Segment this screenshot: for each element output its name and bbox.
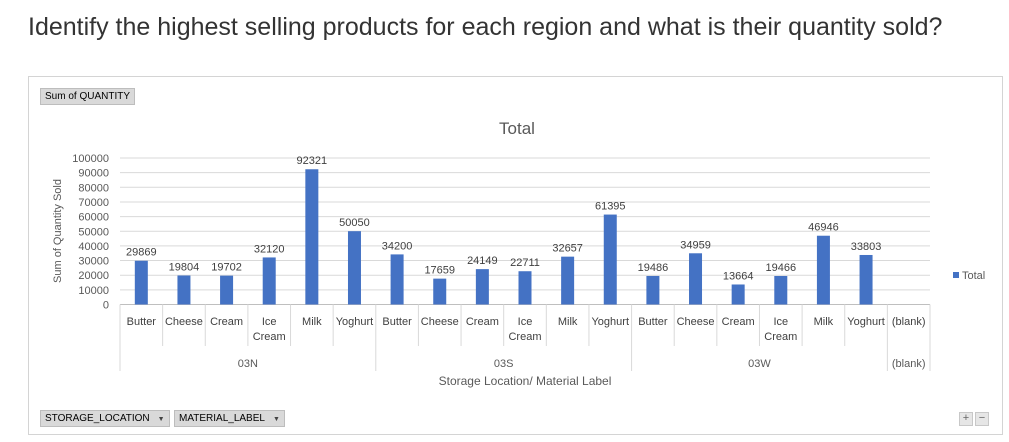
y-tick-label: 0 — [103, 300, 109, 312]
chart-title: Total — [499, 119, 535, 138]
storage-location-label: STORAGE_LOCATION — [45, 413, 150, 424]
bar-03S-cream — [475, 269, 489, 305]
data-label: 24149 — [467, 255, 498, 267]
bar-03N-ice-cream — [262, 257, 276, 305]
data-label: 19702 — [211, 262, 242, 274]
bar-03W-butter — [646, 275, 660, 305]
data-label: 19804 — [169, 261, 200, 273]
bar-03S-cheese — [433, 278, 447, 305]
data-label: 34200 — [382, 240, 413, 252]
x-tick-label: Cream — [764, 331, 797, 343]
bar-03W-yoghurt — [859, 254, 873, 305]
x-tick-label: Butter — [127, 316, 157, 328]
data-label: 32657 — [552, 243, 583, 255]
x-tick-label: (blank) — [892, 316, 926, 328]
x-tick-label: Cheese — [165, 316, 203, 328]
bar-03W-ice-cream — [774, 275, 788, 305]
data-label: 29869 — [126, 247, 157, 259]
pivot-chart-frame: Sum of QUANTITY STORAGE_LOCATION ▼ MATERI… — [28, 76, 1003, 435]
material-label-label: MATERIAL_LABEL — [179, 413, 265, 424]
data-label: 32120 — [254, 243, 285, 255]
bar-03W-milk — [816, 235, 830, 305]
x-tick-label: Yoghurt — [847, 316, 885, 328]
legend-entry-total: Total — [962, 270, 985, 282]
dropdown-arrow-icon[interactable]: ▼ — [272, 416, 280, 423]
dropdown-arrow-icon[interactable]: ▼ — [157, 416, 165, 423]
material-label-field-button[interactable]: MATERIAL_LABEL ▼ — [174, 410, 285, 427]
x-tick-label: Cheese — [421, 316, 459, 328]
data-label: 22711 — [510, 257, 540, 269]
bar-03S-butter — [390, 254, 404, 305]
x-tick-label: Milk — [814, 316, 834, 328]
x-tick-label: Butter — [382, 316, 412, 328]
x-tick-label: Yoghurt — [336, 316, 374, 328]
bar-03N-cheese — [177, 275, 191, 305]
data-label: 34959 — [680, 239, 711, 251]
x-tick-label: Cream — [210, 316, 243, 328]
data-label: 17659 — [424, 265, 455, 277]
y-tick-label: 10000 — [78, 285, 109, 297]
x-tick-label: Yoghurt — [591, 316, 629, 328]
y-tick-label: 60000 — [78, 212, 109, 224]
data-label: 19486 — [638, 262, 669, 274]
data-label: 13664 — [723, 270, 754, 282]
y-tick-label: 80000 — [78, 182, 109, 194]
x-tick-label: Cream — [466, 316, 499, 328]
group-label-03S: 03S — [494, 358, 514, 370]
x-tick-label: Ice — [262, 316, 277, 328]
data-label: 50050 — [339, 217, 370, 229]
legend-swatch — [953, 272, 959, 278]
value-field-button[interactable]: Sum of QUANTITY — [40, 88, 136, 105]
x-tick-label: Milk — [302, 316, 322, 328]
x-tick-label: Cream — [722, 316, 755, 328]
group-label-03N: 03N — [238, 358, 258, 370]
bar-03S-milk — [561, 256, 575, 305]
data-label: 19466 — [765, 262, 796, 274]
bar-03N-butter — [134, 260, 148, 305]
data-label: 46946 — [808, 222, 839, 234]
y-tick-label: 90000 — [78, 168, 109, 180]
x-tick-label: Milk — [558, 316, 578, 328]
data-label: 92321 — [297, 155, 328, 167]
bar-03W-cheese — [689, 253, 703, 305]
x-tick-label: Cheese — [677, 316, 715, 328]
y-tick-label: 50000 — [78, 226, 109, 238]
bar-03S-ice-cream — [518, 271, 532, 305]
zoom-out-button[interactable]: − — [975, 412, 989, 426]
zoom-in-button[interactable]: + — [959, 412, 973, 426]
group-label-(blank): (blank) — [892, 358, 926, 370]
x-tick-label: Ice — [773, 316, 788, 328]
data-label: 33803 — [851, 241, 882, 253]
y-tick-label: 100000 — [72, 153, 109, 165]
y-tick-label: 40000 — [78, 241, 109, 253]
group-label-03W: 03W — [748, 358, 771, 370]
x-tick-label: Butter — [638, 316, 668, 328]
data-label: 61395 — [595, 201, 626, 213]
bar-03W-cream — [731, 284, 745, 305]
storage-location-field-button[interactable]: STORAGE_LOCATION ▼ — [40, 410, 170, 427]
x-axis-label: Storage Location/ Material Label — [439, 374, 612, 388]
x-tick-label: Ice — [518, 316, 533, 328]
y-tick-label: 20000 — [78, 270, 109, 282]
bar-03N-yoghurt — [347, 231, 361, 305]
bar-03S-yoghurt — [603, 214, 617, 305]
x-tick-label: Cream — [253, 331, 286, 343]
bar-03N-cream — [220, 275, 234, 305]
y-tick-label: 70000 — [78, 197, 109, 209]
question-heading: Identify the highest selling products fo… — [28, 13, 943, 41]
y-axis-label: Sum of Quantity Sold — [52, 179, 64, 283]
x-tick-label: Cream — [508, 331, 541, 343]
bar-03N-milk — [305, 169, 319, 305]
y-tick-label: 30000 — [78, 256, 109, 268]
